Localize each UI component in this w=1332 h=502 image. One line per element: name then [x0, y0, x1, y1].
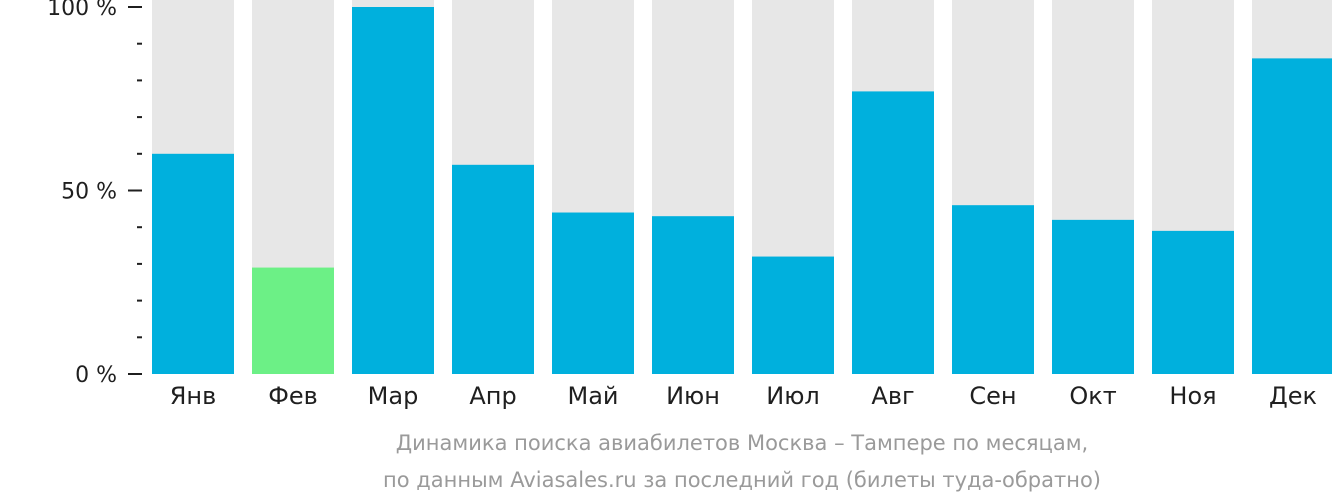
bar-5	[652, 216, 734, 374]
y-tick-label-1: 50 %	[61, 180, 117, 205]
x-tick-label-7: Авг	[871, 382, 914, 410]
bar-7	[852, 91, 934, 374]
x-tick-label-11: Дек	[1269, 382, 1317, 410]
x-tick-label-6: Июл	[766, 382, 820, 410]
y-tick-label-0: 100 %	[47, 0, 117, 21]
bar-3	[452, 164, 534, 374]
x-tick-label-9: Окт	[1069, 382, 1116, 410]
x-tick-label-4: Май	[567, 382, 618, 410]
y-tick-label-2: 0 %	[75, 363, 117, 388]
x-tick-label-5: Июн	[666, 382, 720, 410]
x-tick-label-0: Янв	[170, 382, 217, 410]
x-tick-label-1: Фев	[268, 382, 318, 410]
bar-2	[352, 7, 434, 374]
x-tick-label-8: Сен	[969, 382, 1016, 410]
chart-caption-line-1: Динамика поиска авиабилетов Москва – Там…	[395, 431, 1089, 455]
x-tick-label-2: Мар	[368, 382, 419, 410]
x-axis-labels: Янв Фев Мар Апр Май Июн Июл Авг Сен Окт Ноя Дек	[170, 382, 1317, 410]
x-tick-label-10: Ноя	[1169, 382, 1216, 410]
bar-8	[952, 205, 1034, 374]
bars	[152, 7, 1332, 374]
bar-1	[252, 267, 334, 374]
bar-10	[1152, 230, 1234, 374]
bar-9	[1052, 219, 1134, 374]
x-tick-label-3: Апр	[469, 382, 516, 410]
bar-6	[752, 256, 834, 374]
bar-0	[152, 153, 234, 374]
y-axis: 100 % 50 % 0 %	[47, 0, 142, 388]
bar-11	[1252, 58, 1332, 374]
chart-caption-line-2: по данным Aviasales.ru за последний год …	[383, 468, 1101, 492]
bar-4	[552, 212, 634, 374]
